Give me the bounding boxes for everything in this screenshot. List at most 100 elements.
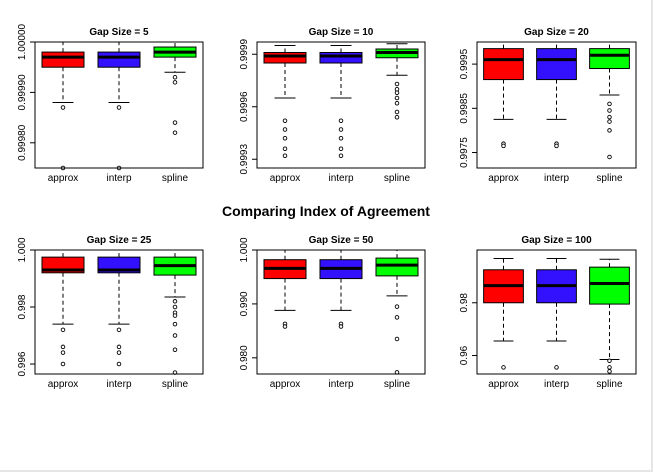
outlier-point: [172, 75, 178, 80]
y-tick-label: 0.996: [17, 351, 28, 376]
plot-frame: [476, 41, 637, 169]
outlier-point: [554, 143, 559, 149]
box-spline: [153, 249, 197, 375]
outlier-point: [607, 119, 612, 124]
box-spline: [375, 249, 419, 375]
y-tick-label: 0.9985: [459, 93, 470, 124]
outlier-point: [338, 118, 344, 123]
outlier-point: [172, 333, 178, 338]
box-interp: [319, 45, 363, 158]
outlier-point: [338, 324, 344, 329]
outlier-point: [60, 344, 66, 350]
outlier-point: [607, 365, 612, 370]
box-iqr: [41, 51, 85, 68]
outlier-point: [172, 80, 178, 85]
chart-title: Gap Size = 50: [309, 235, 374, 246]
outlier-point: [338, 146, 344, 151]
x-tick-label: spline: [162, 173, 189, 184]
y-tick-label: 1.000: [239, 237, 250, 262]
plot-frame: [34, 249, 204, 375]
x-tick-label: approx: [270, 173, 301, 184]
box-iqr: [375, 257, 419, 277]
outlier-point: [282, 118, 288, 123]
chart-panel-1: Gap Size = 5 approx interp spline 0.99980 0.9…: [17, 23, 204, 184]
outlier-point: [282, 135, 288, 141]
box-approx: [483, 257, 524, 370]
box-spline: [153, 41, 197, 135]
outlier-point: [554, 365, 559, 370]
outlier-point: [338, 127, 344, 132]
box-approx: [41, 249, 85, 367]
outlier-point: [116, 105, 122, 110]
x-tick-label: spline: [162, 379, 189, 390]
outlier-point: [394, 114, 400, 120]
x-tick-label: approx: [488, 379, 519, 390]
outlier-point: [607, 154, 612, 160]
plot-frame: [256, 41, 426, 169]
chart-title: Gap Size = 5: [89, 27, 149, 38]
outlier-point: [394, 90, 400, 95]
outlier-point: [282, 127, 288, 132]
x-tick-label: approx: [270, 379, 301, 390]
outlier-point: [501, 143, 506, 149]
box-spline: [375, 43, 419, 120]
y-tick-label: 0.998: [17, 294, 28, 319]
x-tick-label: interp: [544, 379, 569, 390]
y-tick-label: 0.9975: [459, 137, 470, 168]
box-iqr: [483, 48, 524, 81]
outlier-point: [60, 361, 66, 367]
chart-panel-4: Gap Size = 25 approx interp spline 0.996 0.99…: [17, 235, 204, 390]
chart-title: Gap Size = 25: [87, 235, 152, 246]
box-interp: [319, 249, 363, 329]
outlier-point: [394, 109, 400, 115]
outlier-point: [607, 101, 612, 107]
outlier-point: [282, 324, 288, 329]
box-spline: [589, 258, 630, 374]
chart-panel-5: Gap Size = 50 approx interp spline 0.980 0.99…: [239, 235, 426, 390]
plot-frame: [476, 249, 637, 375]
chart-panel-6: Gap Size = 100 approx interp spline 0.96 0.98: [459, 235, 637, 390]
outlier-point: [607, 358, 612, 364]
outlier-point: [338, 153, 344, 158]
outlier-point: [394, 81, 400, 87]
outlier-point: [607, 114, 612, 120]
plot-frame: [256, 249, 426, 375]
plot-frame: [34, 41, 204, 169]
y-tick-label: 0.99980: [17, 124, 28, 161]
box-iqr: [536, 48, 577, 81]
y-tick-label: 1.000: [17, 237, 28, 262]
outlier-point: [60, 327, 66, 333]
bottom-edge-divider: [0, 470, 653, 472]
outlier-point: [394, 315, 400, 320]
x-tick-label: interp: [328, 379, 353, 390]
outlier-point: [282, 146, 288, 151]
outlier-point: [501, 365, 506, 370]
y-tick-label: 0.9999: [239, 39, 250, 70]
y-tick-label: 0.990: [239, 291, 250, 316]
y-tick-label: 0.99990: [17, 74, 28, 111]
outlier-point: [116, 344, 122, 350]
outlier-point: [338, 135, 344, 141]
outlier-point: [607, 128, 612, 133]
x-tick-label: approx: [488, 173, 519, 184]
outlier-point: [116, 327, 122, 333]
chart-title: Gap Size = 10: [309, 27, 374, 38]
x-tick-label: interp: [328, 173, 353, 184]
x-tick-label: interp: [106, 173, 131, 184]
outlier-point: [116, 361, 122, 367]
chart-title: Gap Size = 20: [524, 27, 589, 38]
x-tick-label: spline: [384, 173, 411, 184]
x-tick-label: spline: [596, 173, 623, 184]
x-tick-label: spline: [384, 379, 411, 390]
outlier-point: [282, 153, 288, 158]
outlier-point: [172, 313, 178, 318]
outlier-point: [607, 369, 612, 374]
outlier-point: [394, 100, 400, 106]
x-tick-label: interp: [544, 173, 569, 184]
box-iqr: [97, 51, 141, 68]
box-interp: [536, 41, 577, 149]
chart-panel-3: Gap Size = 20 approx interp spline 0.9975 0.9…: [459, 27, 637, 184]
right-edge-divider: [651, 0, 653, 472]
box-interp: [536, 257, 577, 370]
